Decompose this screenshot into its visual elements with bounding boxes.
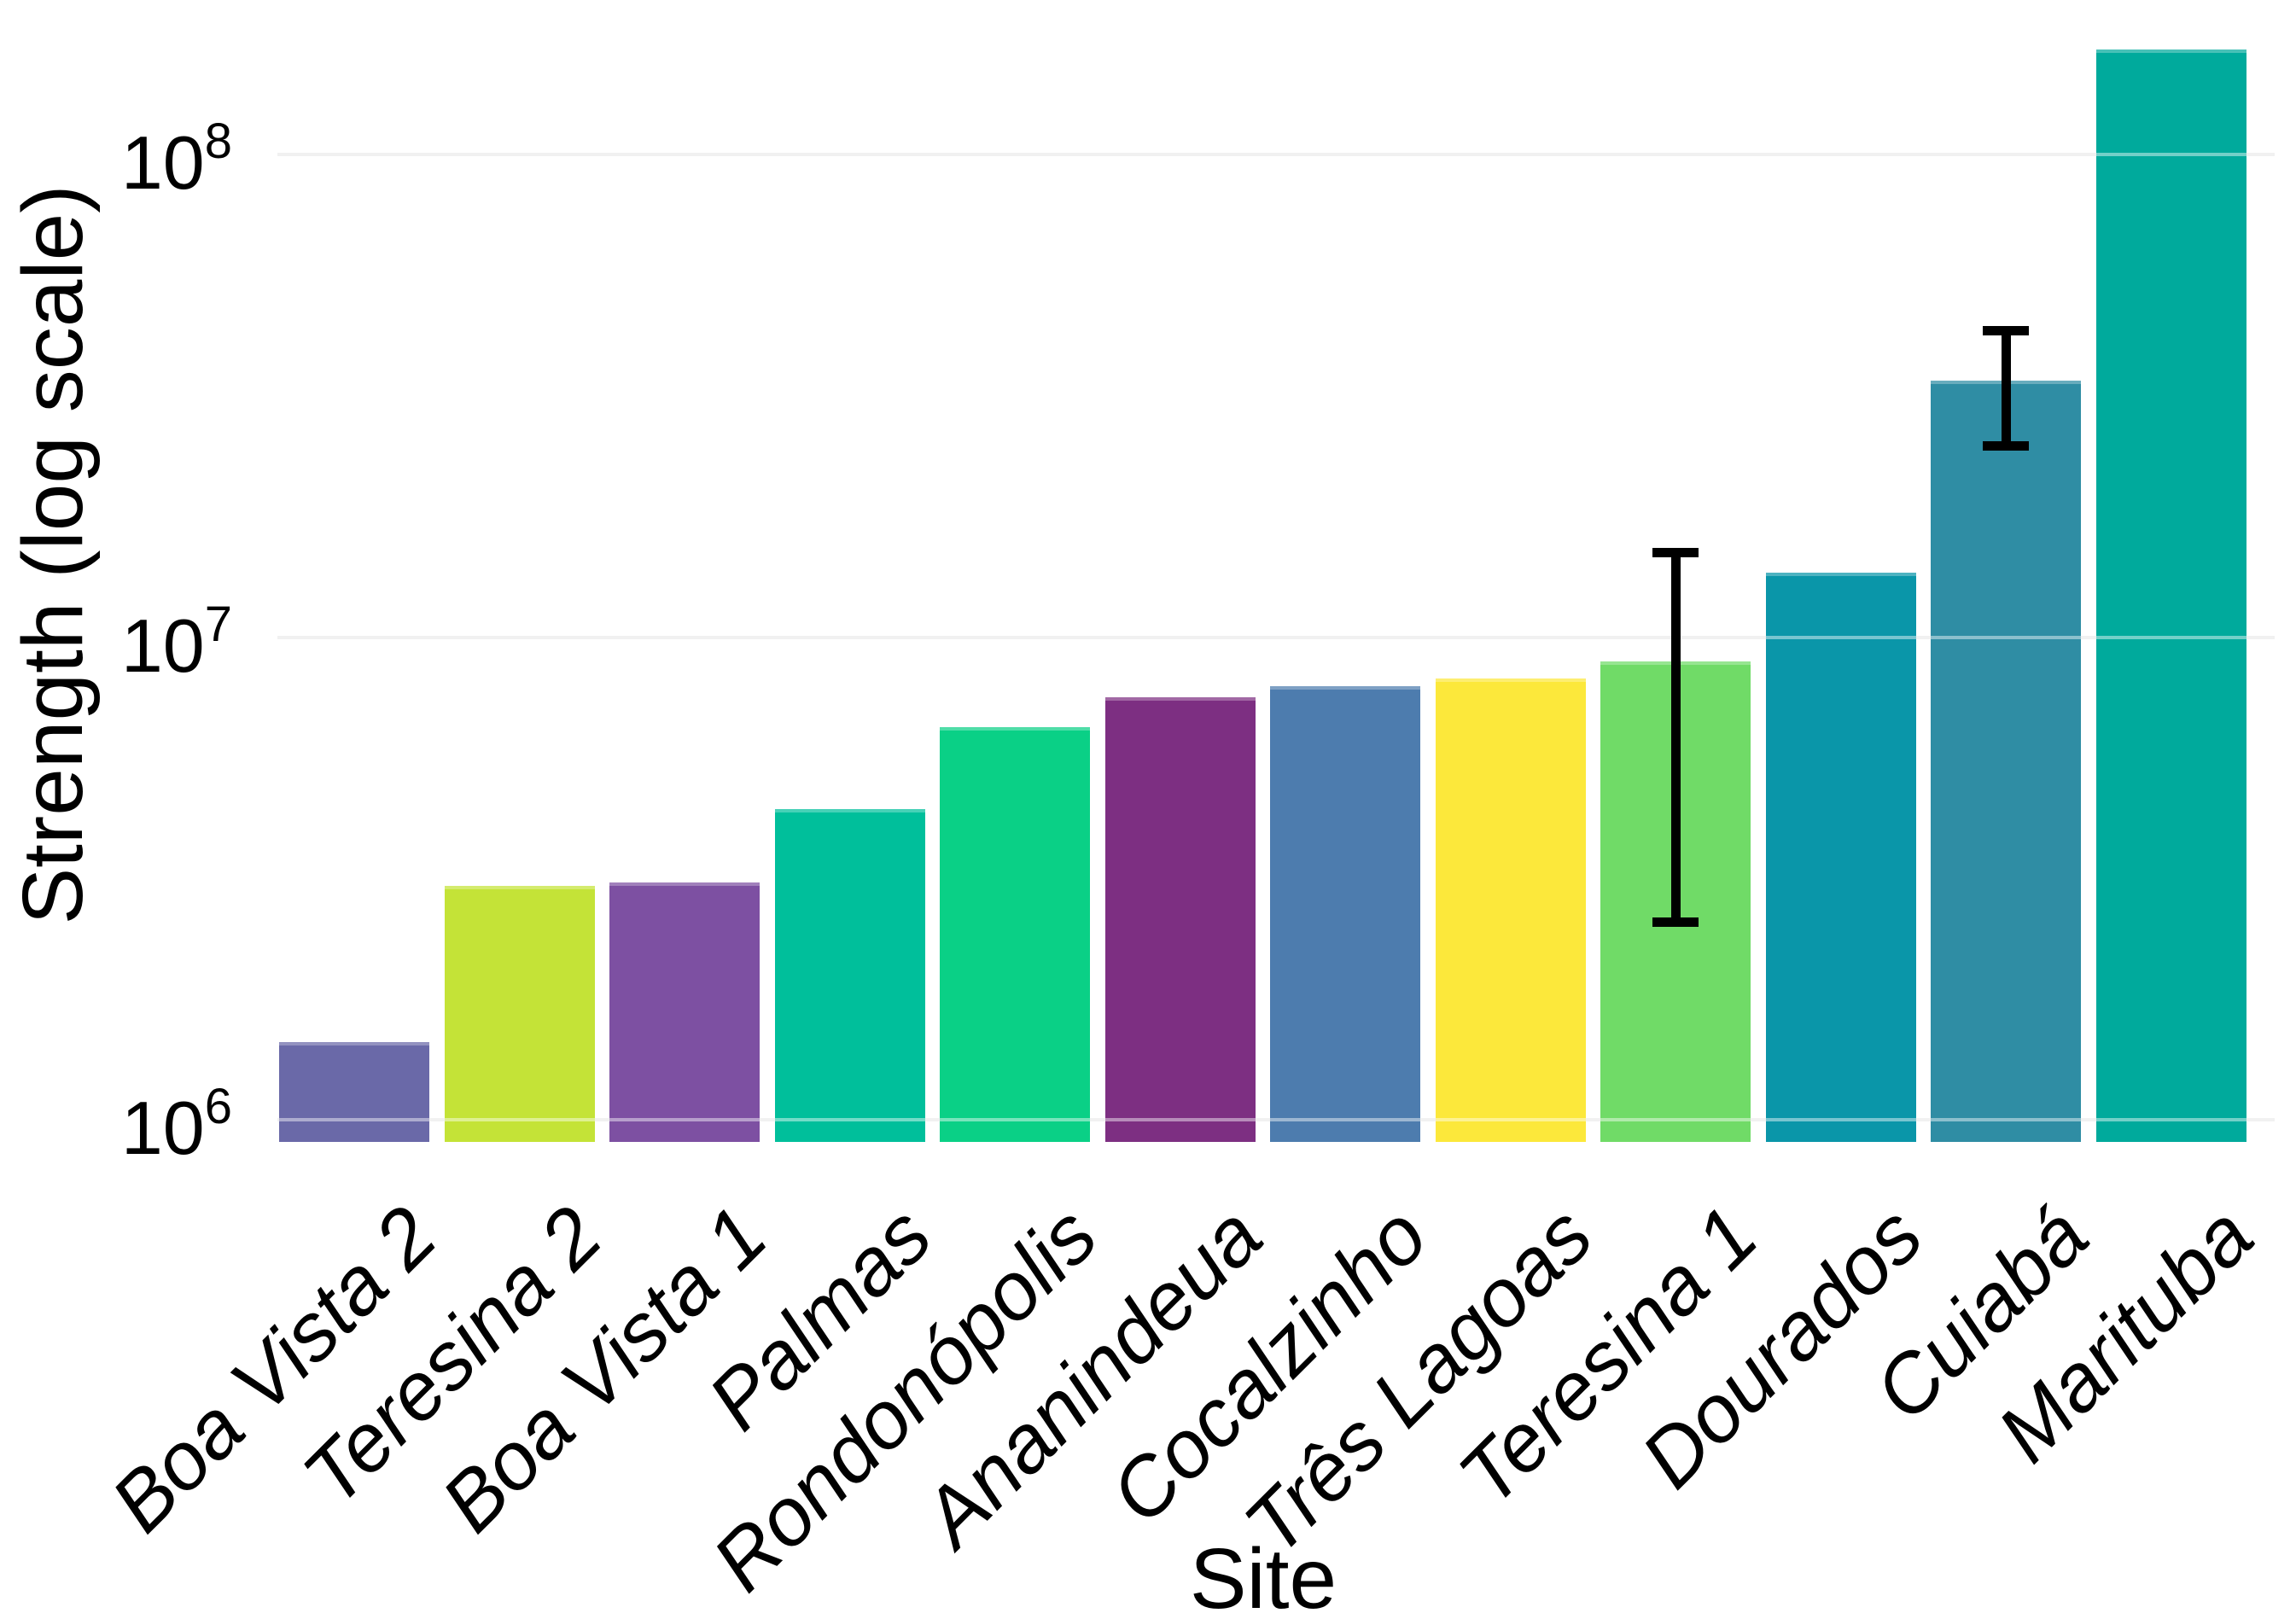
bar-dourados	[1765, 572, 1916, 1142]
error-bar-cap-top-teresina-1	[1652, 547, 1699, 557]
y-tick-exponent: 6	[204, 1079, 232, 1134]
error-bar-line-cuiaba	[2001, 330, 2011, 447]
y-tick-1e6: 106	[121, 1082, 232, 1166]
bar-boa-vista-1	[609, 882, 760, 1142]
bar-cuiaba	[1931, 380, 2081, 1142]
gridline-overlay-1e8	[277, 153, 2275, 156]
bar-marituba	[2095, 50, 2246, 1142]
bar-boa-vista-2	[279, 1041, 429, 1142]
error-bar-cap-bottom-teresina-1	[1652, 917, 1699, 928]
y-axis-title: Strength (log scale)	[5, 184, 101, 925]
bar-ananindeua	[1104, 697, 1256, 1142]
gridline-1e7	[277, 635, 2275, 639]
error-bar-cap-bottom-cuiaba	[1983, 441, 2029, 451]
y-tick-base: 10	[120, 1086, 205, 1170]
gridline-overlay-1e6	[277, 1118, 2275, 1121]
y-tick-exponent: 7	[204, 596, 232, 652]
x-axis-title: Site	[1189, 1531, 1337, 1619]
bar-rondonopolis	[940, 727, 1090, 1142]
y-tick-1e7: 107	[121, 596, 232, 684]
y-tick-base: 10	[120, 120, 205, 205]
error-bar-cap-top-cuiaba	[1983, 326, 2029, 336]
bar-palmas	[774, 809, 925, 1142]
bar-cocalzinho	[1270, 686, 1420, 1142]
gridline-1e8	[277, 153, 2275, 156]
gridline-overlay-1e7	[277, 635, 2275, 639]
error-bar-line-teresina-1	[1670, 551, 1681, 923]
bar-tres-lagoas	[1435, 678, 1586, 1142]
y-tick-exponent: 8	[204, 114, 232, 169]
bar-teresina-2	[444, 886, 595, 1142]
y-tick-base: 10	[120, 603, 205, 688]
y-tick-1e8: 108	[121, 117, 232, 201]
